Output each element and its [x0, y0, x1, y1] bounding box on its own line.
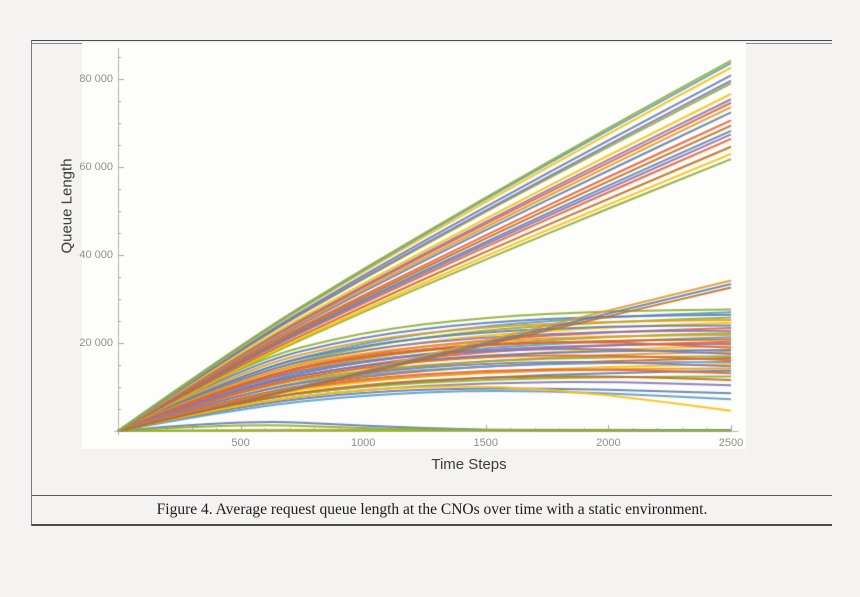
figure-caption: Figure 4. Average request queue length a…	[156, 501, 708, 518]
y-tick-label: 40 000	[79, 249, 113, 261]
y-tick-label: 80 000	[79, 73, 113, 85]
x-tick-label: 1000	[350, 437, 376, 449]
x-tick-label: 2500	[718, 437, 744, 449]
x-axis-title: Time Steps	[431, 456, 507, 473]
x-tick-label: 1500	[473, 437, 499, 449]
caption-separator-rule	[32, 495, 832, 496]
figure-caption-row: Figure 4. Average request queue length a…	[32, 496, 832, 524]
y-tick-label: 60 000	[79, 161, 113, 173]
queue-length-plot: 20 000 40 000 60 000 80 000 500 1000 1500 2000 2…	[79, 43, 746, 449]
queue-length-chart-canvas	[82, 43, 746, 449]
x-tick-label: 2000	[596, 437, 621, 449]
x-tick-label: 500	[231, 437, 250, 449]
figure-frame: 20 000 40 000 60 000 80 000 500 1000 1500 2000 2…	[31, 40, 832, 526]
y-axis-title: Queue Length	[58, 158, 76, 254]
y-tick-label: 20 000	[79, 337, 113, 349]
